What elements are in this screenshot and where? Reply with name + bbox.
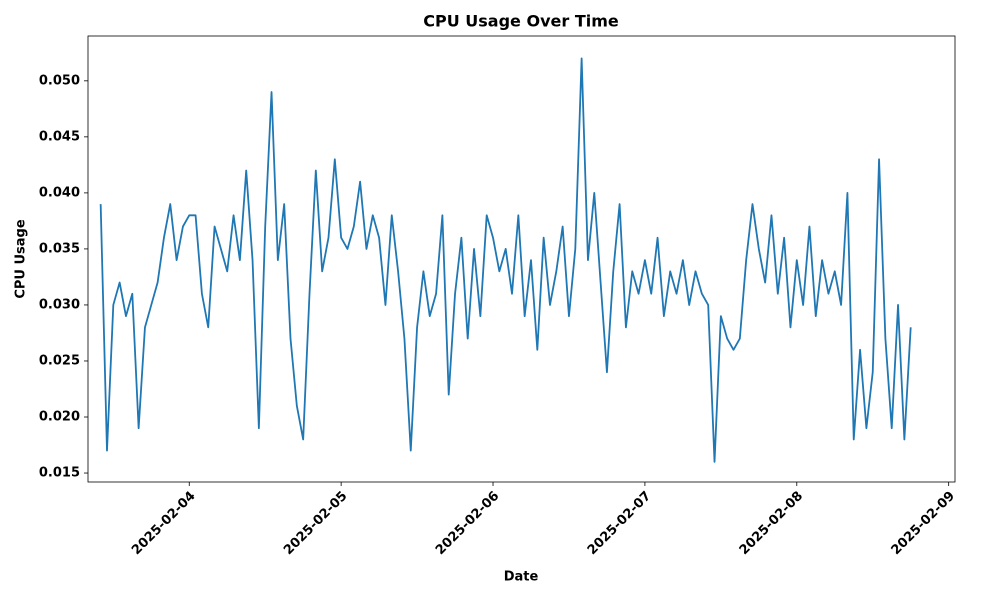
y-tick-label: 0.050	[39, 73, 80, 88]
y-axis-label: CPU Usage	[14, 219, 29, 299]
y-tick-label: 0.045	[39, 129, 80, 144]
y-tick-label: 0.015	[39, 466, 80, 481]
y-tick-label: 0.030	[39, 297, 80, 312]
chart-title: CPU Usage Over Time	[423, 12, 619, 31]
data-line	[99, 57, 912, 463]
plot-frame	[87, 35, 956, 483]
y-tick-label: 0.040	[39, 185, 80, 200]
y-tick-label: 0.020	[39, 410, 80, 425]
y-tick-label: 0.035	[39, 241, 80, 256]
y-tick-label: 0.025	[39, 353, 80, 368]
x-axis-label: Date	[504, 570, 539, 585]
